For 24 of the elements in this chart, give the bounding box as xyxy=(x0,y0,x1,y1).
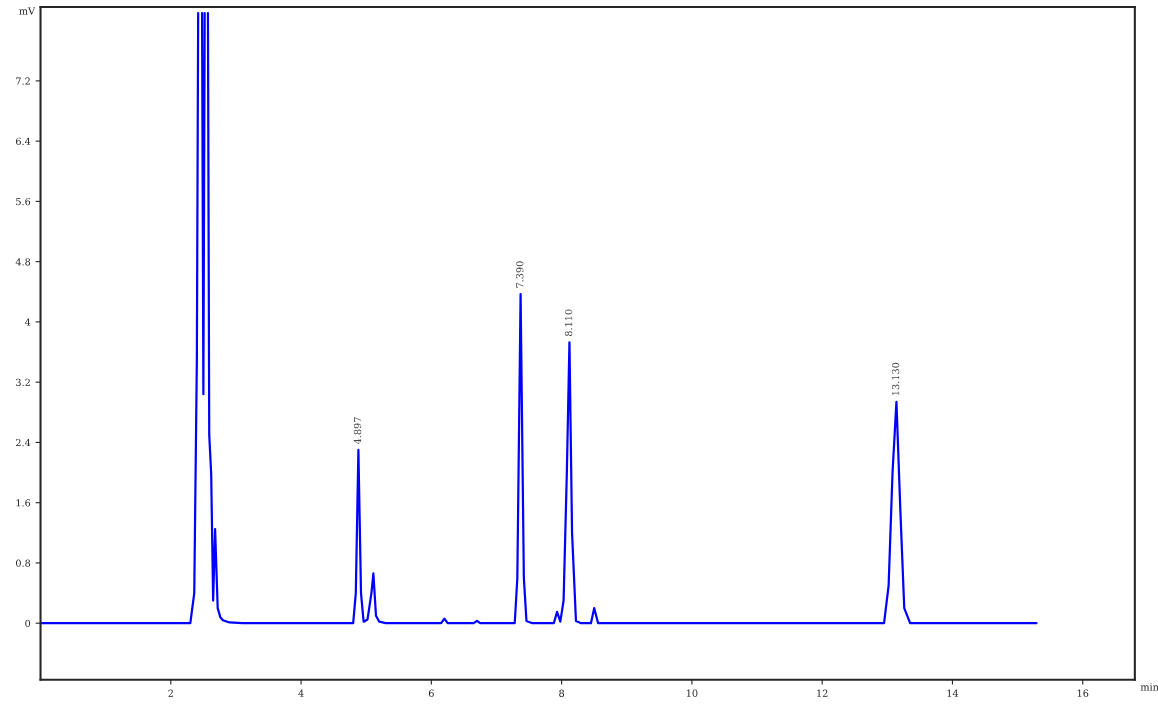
x-tick-label: 6 xyxy=(428,689,434,697)
x-tick-label: 2 xyxy=(168,689,173,697)
y-tick-label: 0.8 xyxy=(15,559,31,567)
annotation: 8.110 xyxy=(564,309,573,337)
annotation: 13.130 xyxy=(891,362,900,396)
x-axis-title: min xyxy=(1140,683,1158,691)
annotation: 4.897 xyxy=(353,417,362,445)
y-tick-label: 7.2 xyxy=(16,77,30,85)
y-tick-label: 4.8 xyxy=(15,258,31,266)
y-tick-label: 3.2 xyxy=(16,378,30,386)
x-tick-label: 14 xyxy=(947,689,959,697)
y-tick-label: 4 xyxy=(24,318,31,326)
y-tick-label: 1.6 xyxy=(16,499,31,507)
y-tick-label: 5.6 xyxy=(16,197,31,206)
x-tick-label: 10 xyxy=(686,689,698,697)
x-tick-label: 8 xyxy=(559,689,565,697)
y-tick-label: 0 xyxy=(25,619,31,628)
x-tick-label: 12 xyxy=(817,689,828,697)
y-tick-label: 6.4 xyxy=(16,137,31,145)
y-tick-label: 2.4 xyxy=(16,438,31,447)
x-tick-label: 16 xyxy=(1077,689,1089,697)
annotation: 7.390 xyxy=(516,261,524,288)
y-axis-title: mV xyxy=(19,7,36,15)
x-tick-label: 4 xyxy=(298,689,304,697)
